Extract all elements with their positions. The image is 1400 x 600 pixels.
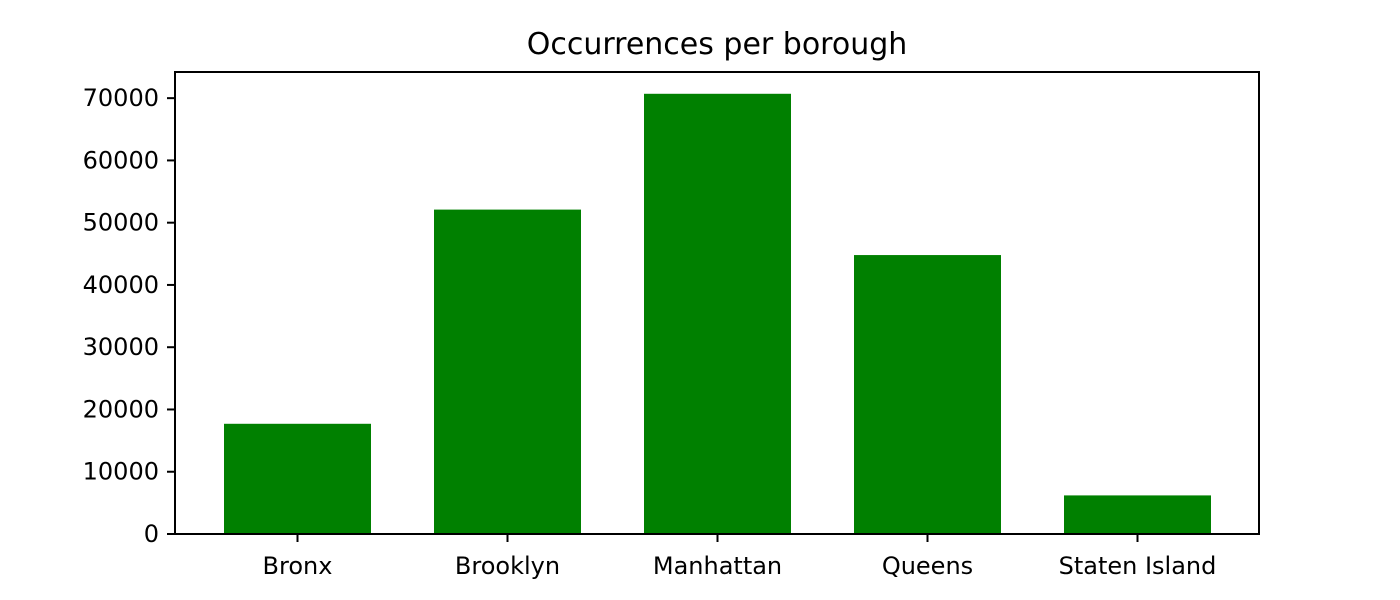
y-tick-label: 30000 xyxy=(83,333,159,361)
y-tick-label: 70000 xyxy=(83,84,159,112)
bar-queens xyxy=(854,255,1001,534)
y-tick-label: 0 xyxy=(144,520,159,548)
y-tick-label: 20000 xyxy=(83,395,159,423)
y-axis: 0 10000 20000 30000 40000 50000 60000 70000 xyxy=(83,84,175,548)
x-axis: Bronx Brooklyn Manhattan Queens Staten Islan… xyxy=(263,534,1217,580)
plot-frame xyxy=(174,71,1260,535)
y-tick-label: 40000 xyxy=(83,271,159,299)
x-tick-label: Queens xyxy=(882,552,973,580)
y-tick-label: 50000 xyxy=(83,209,159,237)
bars-layer xyxy=(224,93,1211,534)
x-tick-label: Bronx xyxy=(263,552,333,580)
y-tick-label: 60000 xyxy=(83,146,159,174)
bar-manhattan xyxy=(644,93,791,534)
y-tick-label: 10000 xyxy=(83,458,159,486)
x-tick-label: Manhattan xyxy=(653,552,782,580)
bar-bronx xyxy=(224,423,371,534)
chart-title: Occurrences per borough xyxy=(527,27,908,62)
x-tick-label: Brooklyn xyxy=(455,552,560,580)
bar-staten-island xyxy=(1064,495,1211,534)
bar-brooklyn xyxy=(434,209,581,534)
x-tick-label: Staten Island xyxy=(1059,552,1217,580)
